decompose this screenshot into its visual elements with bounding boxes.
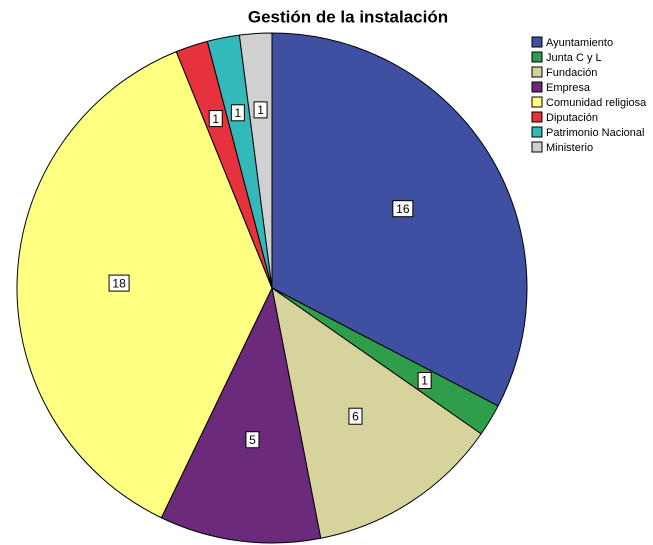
legend-swatch: [531, 81, 543, 93]
pie-slice: [160, 286, 322, 544]
chart-title: Gestión de la instalación: [248, 7, 448, 26]
legend-swatch: [531, 141, 543, 153]
legend-label: Junta C y L: [546, 52, 602, 64]
data-label: 6: [352, 409, 359, 423]
legend-label: Fundación: [546, 67, 597, 79]
data-label-box: [253, 101, 268, 119]
data-label-box: [392, 200, 414, 218]
legend-swatch: [531, 36, 543, 48]
legend-label: Ayuntamiento: [546, 37, 613, 49]
data-label-box: [108, 274, 130, 292]
pie-slice: [16, 50, 273, 519]
data-label-box: [348, 407, 363, 425]
legend-label: Comunidad religiosa: [546, 97, 647, 109]
data-label: 1: [235, 106, 242, 120]
data-label: 18: [112, 276, 126, 290]
data-label: 5: [249, 433, 256, 447]
legend-label: Patrimonio Nacional: [546, 127, 644, 139]
data-label: 1: [421, 374, 428, 388]
pie-slice: [271, 32, 528, 407]
legend-swatch: [531, 126, 543, 138]
data-label-box: [245, 431, 260, 449]
pie-slice: [271, 286, 482, 539]
legend-swatch: [531, 66, 543, 78]
legend-swatch: [531, 51, 543, 63]
legend-label: Ministerio: [546, 142, 593, 154]
pie-slice: [238, 32, 273, 289]
data-label: 16: [396, 202, 410, 216]
data-label: 1: [257, 103, 264, 117]
legend-label: Diputación: [546, 112, 598, 124]
data-label-box: [208, 110, 223, 128]
legend-swatch: [531, 111, 543, 123]
data-label-box: [417, 372, 432, 390]
data-label: 1: [212, 112, 219, 126]
legend-swatch: [531, 96, 543, 108]
data-label-box: [230, 104, 245, 122]
legend-label: Empresa: [546, 82, 591, 94]
